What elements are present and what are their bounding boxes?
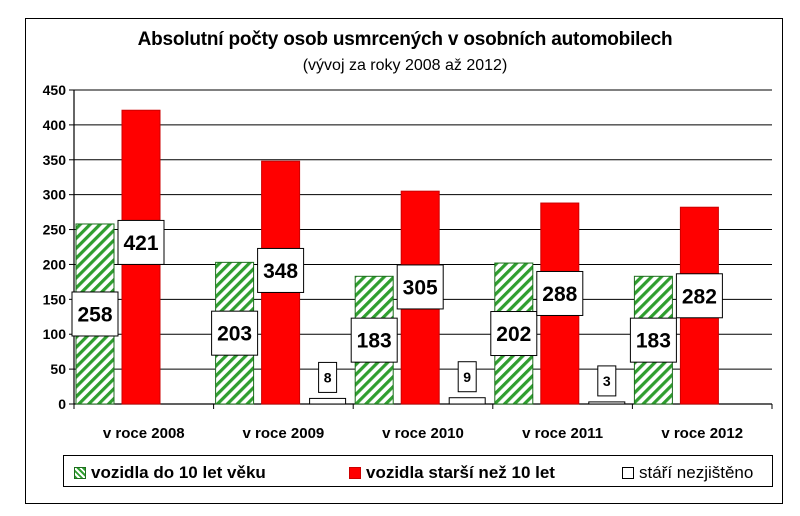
data-label-box <box>211 310 259 356</box>
y-tick-label: 450 <box>43 82 67 98</box>
y-tick-label: 100 <box>43 326 67 342</box>
data-label-box <box>457 361 477 393</box>
x-tick-label: v roce 2008 <box>103 425 185 442</box>
y-tick-label: 400 <box>43 117 67 133</box>
data-label: 8 <box>324 369 332 385</box>
legend-item-series-3: stáří nezjištěno <box>622 463 753 483</box>
y-tick-label: 150 <box>43 291 67 307</box>
legend-swatch-red <box>349 467 361 479</box>
data-label: 348 <box>263 260 298 283</box>
data-label: 305 <box>403 277 438 300</box>
data-label: 3 <box>603 373 611 389</box>
y-tick-label: 300 <box>43 187 67 203</box>
y-tick-label: 50 <box>50 361 66 377</box>
y-tick-label: 200 <box>43 256 67 272</box>
x-tick-label: v roce 2012 <box>661 425 743 442</box>
data-label: 9 <box>463 369 471 385</box>
data-label-box <box>396 264 444 310</box>
chart-frame: Absolutní počty osob usmrcených v osobní… <box>25 18 783 504</box>
chart-legend: vozidla do 10 let věku vozidla starší ne… <box>63 455 773 487</box>
x-tick-label: v roce 2009 <box>243 425 325 442</box>
data-label-box <box>117 219 165 265</box>
y-tick-label: 350 <box>43 152 67 168</box>
data-label-box <box>318 361 338 393</box>
bar-3 <box>588 401 626 405</box>
legend-swatch-hatched <box>74 467 86 479</box>
data-label-box <box>257 247 305 293</box>
data-label: 288 <box>542 283 577 306</box>
chart-title: Absolutní počty osob usmrcených v osobní… <box>137 29 673 50</box>
legend-item-series-1: vozidla do 10 let věku <box>74 463 266 483</box>
data-label-box <box>536 270 584 316</box>
data-label: 421 <box>123 232 158 255</box>
data-label: 258 <box>77 304 112 327</box>
data-label-box <box>490 311 538 357</box>
bar-3 <box>448 397 486 405</box>
data-label: 203 <box>217 323 252 346</box>
legend-item-series-2: vozidla starší než 10 let <box>349 463 555 483</box>
legend-swatch-white <box>622 467 634 479</box>
data-label-box <box>71 291 119 337</box>
data-label: 282 <box>682 285 717 308</box>
legend-label: stáří nezjištěno <box>639 463 754 482</box>
data-label-box <box>629 317 677 363</box>
bar-3 <box>309 397 347 405</box>
legend-label: vozidla starší než 10 let <box>366 463 555 482</box>
data-label-box <box>597 365 617 397</box>
x-tick-label: v roce 2011 <box>522 425 603 442</box>
chart-subtitle: (vývoj za roky 2008 až 2012) <box>302 57 508 74</box>
data-label: 183 <box>636 330 671 353</box>
x-tick-label: v roce 2010 <box>382 425 464 442</box>
data-label-box <box>675 273 723 319</box>
bar-chart: 0 50 100 150 200 250 300 350 400 450 258 421 v roce … <box>43 82 773 442</box>
y-tick-label: 0 <box>58 396 66 412</box>
data-label-box <box>350 317 398 363</box>
y-tick-label: 250 <box>43 222 67 238</box>
legend-label: vozidla do 10 let věku <box>91 463 266 482</box>
data-label: 202 <box>496 323 531 346</box>
data-label: 183 <box>357 330 392 353</box>
